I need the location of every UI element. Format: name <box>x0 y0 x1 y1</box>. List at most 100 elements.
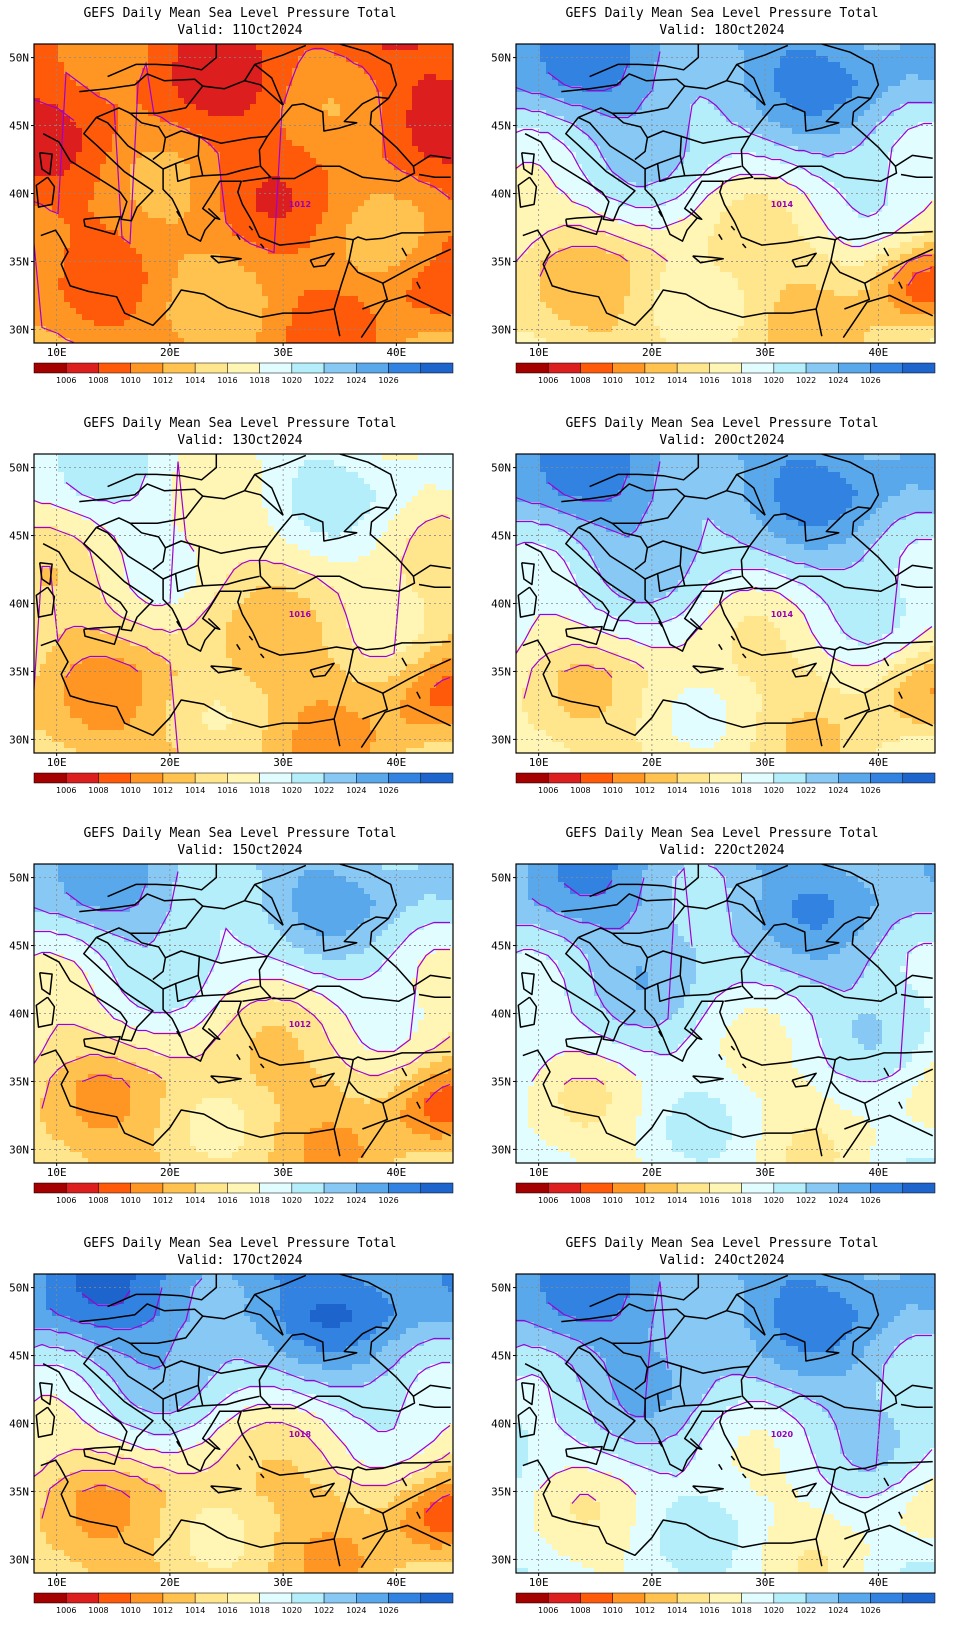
colorbar-label: 1018 <box>731 786 751 795</box>
lat-tick-label: 40N <box>9 1008 29 1021</box>
colorbar-label: 1018 <box>249 1606 269 1615</box>
lon-tick-label: 40E <box>386 1166 406 1179</box>
lon-tick-label: 30E <box>273 1576 293 1589</box>
colorbar-label: 1010 <box>121 1606 141 1615</box>
colorbar-label: 1026 <box>860 1606 880 1615</box>
lon-tick-label: 10E <box>47 1576 67 1589</box>
lat-tick-label: 30N <box>9 1553 29 1566</box>
panel-valid-date: Valid: 13Oct2024 <box>177 433 302 448</box>
colorbar-label: 1014 <box>185 1606 205 1615</box>
lon-tick-label: 20E <box>642 346 662 359</box>
lat-tick-label: 30N <box>491 733 511 746</box>
colorbar-label: 1022 <box>796 1606 816 1615</box>
map-svg: GEFS Daily Mean Sea Level Pressure Total… <box>491 1236 936 1615</box>
lon-tick-label: 30E <box>273 1166 293 1179</box>
map-svg: GEFS Daily Mean Sea Level Pressure Total… <box>491 826 936 1205</box>
colorbar-label: 1016 <box>217 376 237 385</box>
lat-tick-label: 50N <box>9 1282 29 1295</box>
colorbar-label: 1026 <box>860 376 880 385</box>
lon-tick-label: 20E <box>642 756 662 769</box>
map-svg: GEFS Daily Mean Sea Level Pressure Total… <box>9 6 454 385</box>
lon-tick-label: 40E <box>386 1576 406 1589</box>
colorbar-label: 1012 <box>635 1606 655 1615</box>
lon-tick-label: 20E <box>160 1576 180 1589</box>
pressure-field <box>516 1274 935 1573</box>
colorbar-label: 1020 <box>282 1606 302 1615</box>
colorbar-label: 1014 <box>667 376 687 385</box>
colorbar-label: 1010 <box>121 786 141 795</box>
colorbar-label: 1010 <box>603 786 623 795</box>
colorbar: 1006 1008 1010 1012 1014 1016 1018 1020 1022 1024… <box>33 1592 454 1615</box>
colorbar: 1006 1008 1010 1012 1014 1016 1018 1020 1022 1024… <box>515 1182 936 1205</box>
colorbar-label: 1018 <box>249 786 269 795</box>
colorbar-label: 1024 <box>346 1196 366 1205</box>
isobar-label: 1016 <box>289 610 312 619</box>
colorbar-label: 1012 <box>153 786 173 795</box>
lat-tick-label: 30N <box>9 733 29 746</box>
panel-22oct: GEFS Daily Mean Sea Level Pressure Total… <box>482 820 964 1230</box>
panel-valid-date: Valid: 24Oct2024 <box>659 1253 784 1268</box>
pressure-field <box>34 44 453 343</box>
colorbar-label: 1026 <box>860 1196 880 1205</box>
colorbar-label: 1006 <box>538 786 558 795</box>
colorbar-label: 1010 <box>121 376 141 385</box>
lat-tick-label: 40N <box>491 1418 511 1431</box>
panel-title: GEFS Daily Mean Sea Level Pressure Total <box>565 6 878 21</box>
lat-tick-label: 35N <box>491 255 511 268</box>
colorbar-label: 1012 <box>153 1606 173 1615</box>
colorbar-label: 1014 <box>667 1196 687 1205</box>
lon-tick-label: 40E <box>868 1166 888 1179</box>
lon-tick-label: 10E <box>529 1576 549 1589</box>
colorbar-label: 1012 <box>153 376 173 385</box>
lat-tick-label: 35N <box>491 1485 511 1498</box>
lat-tick-label: 45N <box>9 530 29 543</box>
colorbar-label: 1010 <box>603 376 623 385</box>
colorbar-label: 1008 <box>570 376 590 385</box>
lon-tick-label: 40E <box>868 1576 888 1589</box>
colorbar-label: 1016 <box>217 1606 237 1615</box>
colorbar-label: 1022 <box>314 376 334 385</box>
colorbar-label: 1020 <box>764 786 784 795</box>
panel-13oct: GEFS Daily Mean Sea Level Pressure Total… <box>0 410 482 820</box>
colorbar-label: 1022 <box>314 1606 334 1615</box>
map-svg: GEFS Daily Mean Sea Level Pressure Total… <box>9 416 454 795</box>
lon-tick-label: 30E <box>755 346 775 359</box>
pressure-field <box>34 1274 453 1573</box>
colorbar-label: 1012 <box>635 1196 655 1205</box>
lat-tick-label: 35N <box>9 1075 29 1088</box>
colorbar-label: 1014 <box>185 376 205 385</box>
colorbar-label: 1024 <box>346 376 366 385</box>
panel-title: GEFS Daily Mean Sea Level Pressure Total <box>83 1236 396 1251</box>
colorbar-label: 1016 <box>699 1606 719 1615</box>
pressure-field <box>516 454 935 753</box>
lat-tick-label: 40N <box>9 1418 29 1431</box>
lat-tick-label: 50N <box>491 872 511 885</box>
panel-valid-date: Valid: 15Oct2024 <box>177 843 302 858</box>
colorbar-label: 1014 <box>667 1606 687 1615</box>
lat-tick-label: 50N <box>491 52 511 65</box>
lat-tick-label: 30N <box>491 323 511 336</box>
lat-tick-label: 45N <box>9 1350 29 1363</box>
lon-tick-label: 30E <box>755 1576 775 1589</box>
lat-tick-label: 45N <box>491 530 511 543</box>
colorbar-label: 1010 <box>603 1196 623 1205</box>
lat-tick-label: 45N <box>9 120 29 133</box>
colorbar-label: 1020 <box>282 786 302 795</box>
lat-tick-label: 40N <box>491 598 511 611</box>
colorbar: 1006 1008 1010 1012 1014 1016 1018 1020 1022 1024… <box>515 1592 936 1615</box>
panel-title: GEFS Daily Mean Sea Level Pressure Total <box>565 826 878 841</box>
colorbar-label: 1012 <box>635 376 655 385</box>
colorbar-label: 1006 <box>56 376 76 385</box>
colorbar-label: 1020 <box>764 376 784 385</box>
lon-tick-label: 10E <box>529 346 549 359</box>
pressure-field <box>516 44 935 343</box>
colorbar-label: 1018 <box>249 376 269 385</box>
isobar-label: 1014 <box>771 610 794 619</box>
pressure-field <box>34 454 453 753</box>
lon-tick-label: 10E <box>47 756 67 769</box>
colorbar-label: 1008 <box>570 1606 590 1615</box>
colorbar-label: 1018 <box>731 1606 751 1615</box>
colorbar-label: 1018 <box>731 376 751 385</box>
colorbar-label: 1016 <box>699 376 719 385</box>
